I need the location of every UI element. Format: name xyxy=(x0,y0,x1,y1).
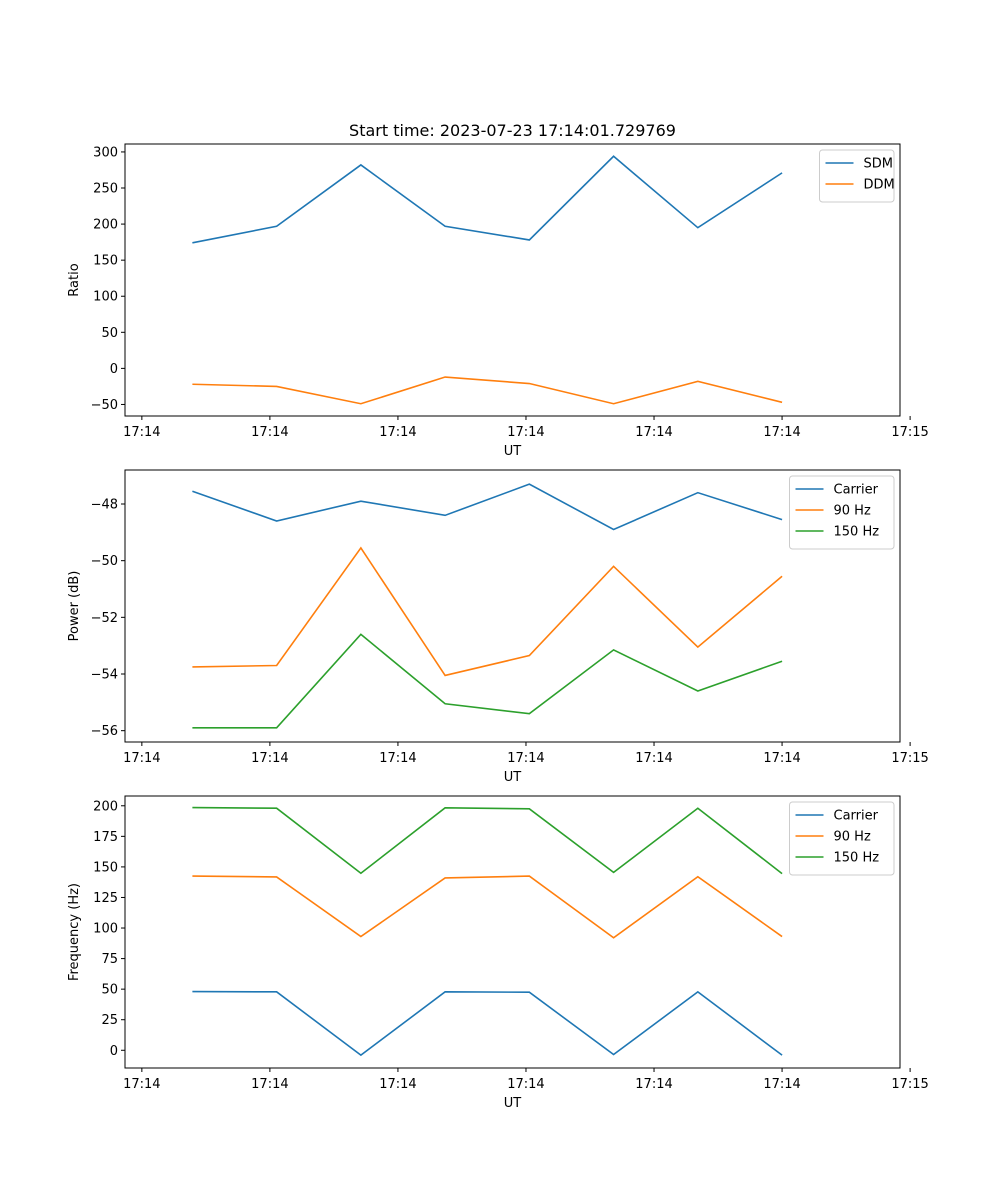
ratio-x-tick-label: 17:14 xyxy=(635,425,672,440)
ratio-panel: 300 250 200 150 100 50 0 −50 17:14 17:14 17:14 17:1… xyxy=(67,143,929,459)
power-legend-label: 90 Hz xyxy=(834,504,871,519)
ratio-axes-frame xyxy=(124,143,901,417)
frequency-y-tick-label: 125 xyxy=(93,891,118,906)
ratio-y-tick-label: 100 xyxy=(93,290,118,305)
frequency-y-tick-label: 200 xyxy=(93,799,118,814)
power-y-tick-label: −54 xyxy=(91,668,118,683)
power-legend-label: 150 Hz xyxy=(834,525,880,540)
power-y-tick-label: −52 xyxy=(91,611,118,626)
frequency-y-tick-label: 175 xyxy=(93,830,118,845)
ratio-legend-label: DDM xyxy=(864,178,895,193)
power-x-tick-label: 17:14 xyxy=(635,751,672,766)
frequency-x-tick-label: 17:15 xyxy=(891,1077,928,1092)
ratio-x-tick-label: 17:14 xyxy=(251,425,288,440)
power-y-tick-label: −50 xyxy=(91,554,118,569)
frequency-y-tick-label: 150 xyxy=(93,860,118,875)
frequency-panel: 200 175 150 125 100 75 50 25 0 17:14 17:14 17:14 17:… xyxy=(67,795,929,1111)
power-x-tick-label: 17:14 xyxy=(251,751,288,766)
frequency-legend-label: 90 Hz xyxy=(834,830,871,845)
ratio-y-axis-label: Ratio xyxy=(67,263,82,296)
frequency-y-tick-label: 75 xyxy=(101,952,118,967)
frequency-series-150-hz-line xyxy=(192,806,783,875)
power-panel: −48 −50 −52 −54 −56 17:14 17:14 17:14 17:14 17:14… xyxy=(67,469,929,785)
ratio-series-sdm-line xyxy=(192,155,783,244)
frequency-y-tick-label: 0 xyxy=(110,1044,118,1059)
frequency-x-tick-label: 17:14 xyxy=(635,1077,672,1092)
power-y-tick-label: −48 xyxy=(91,498,118,513)
power-y-axis-label: Power (dB) xyxy=(67,571,82,642)
ratio-x-tick-label: 17:14 xyxy=(507,425,544,440)
ratio-x-tick-label: 17:14 xyxy=(763,425,800,440)
power-series-carrier-line xyxy=(192,483,783,531)
frequency-series-carrier-line xyxy=(192,990,783,1057)
power-axes-frame xyxy=(124,469,901,743)
ratio-series-ddm-line xyxy=(192,376,783,405)
frequency-legend-label: Carrier xyxy=(834,809,879,824)
ratio-legend: SDM DDM xyxy=(819,149,895,203)
frequency-y-axis-label: Frequency (Hz) xyxy=(67,883,82,981)
ratio-x-tick-label: 17:14 xyxy=(379,425,416,440)
frequency-axes-frame xyxy=(124,795,901,1069)
ratio-legend-label: SDM xyxy=(864,157,893,172)
ratio-y-tick-label: 150 xyxy=(93,254,118,269)
ratio-x-tick-label: 17:15 xyxy=(891,425,928,440)
frequency-x-tick-label: 17:14 xyxy=(507,1077,544,1092)
frequency-y-tick-label: 50 xyxy=(101,983,118,998)
ratio-y-tick-label: 0 xyxy=(110,362,118,377)
power-x-tick-label: 17:14 xyxy=(379,751,416,766)
ratio-y-tick-label: 50 xyxy=(101,326,118,341)
power-x-axis-label: UT xyxy=(504,770,522,785)
frequency-x-tick-label: 17:14 xyxy=(123,1077,160,1092)
frequency-x-tick-label: 17:14 xyxy=(763,1077,800,1092)
power-x-tick-label: 17:14 xyxy=(763,751,800,766)
frequency-x-tick-label: 17:14 xyxy=(379,1077,416,1092)
frequency-legend: Carrier 90 Hz 150 Hz xyxy=(789,801,895,876)
frequency-x-axis-label: UT xyxy=(504,1096,522,1111)
frequency-y-tick-label: 100 xyxy=(93,922,118,937)
ratio-y-tick-label: 300 xyxy=(93,145,118,160)
frequency-y-tick-label: 25 xyxy=(101,1013,118,1028)
power-y-tick-label: −56 xyxy=(91,724,118,739)
frequency-legend-label: 150 Hz xyxy=(834,851,880,866)
power-series-150-hz-line xyxy=(192,633,783,729)
frequency-series-90-hz-line xyxy=(192,875,783,939)
ratio-x-tick-label: 17:14 xyxy=(123,425,160,440)
power-series-90-hz-line xyxy=(192,546,783,677)
power-x-tick-label: 17:14 xyxy=(507,751,544,766)
power-x-tick-label: 17:15 xyxy=(891,751,928,766)
ratio-y-tick-label: −50 xyxy=(91,398,118,413)
power-legend: Carrier 90 Hz 150 Hz xyxy=(789,475,895,550)
power-x-tick-label: 17:14 xyxy=(123,751,160,766)
frequency-x-tick-label: 17:14 xyxy=(251,1077,288,1092)
ratio-y-tick-label: 250 xyxy=(93,182,118,197)
ratio-y-tick-label: 200 xyxy=(93,218,118,233)
power-legend-label: Carrier xyxy=(834,483,879,498)
chart-title: Start time: 2023-07-23 17:14:01.729769 xyxy=(349,121,676,140)
ratio-x-axis-label: UT xyxy=(504,444,522,459)
